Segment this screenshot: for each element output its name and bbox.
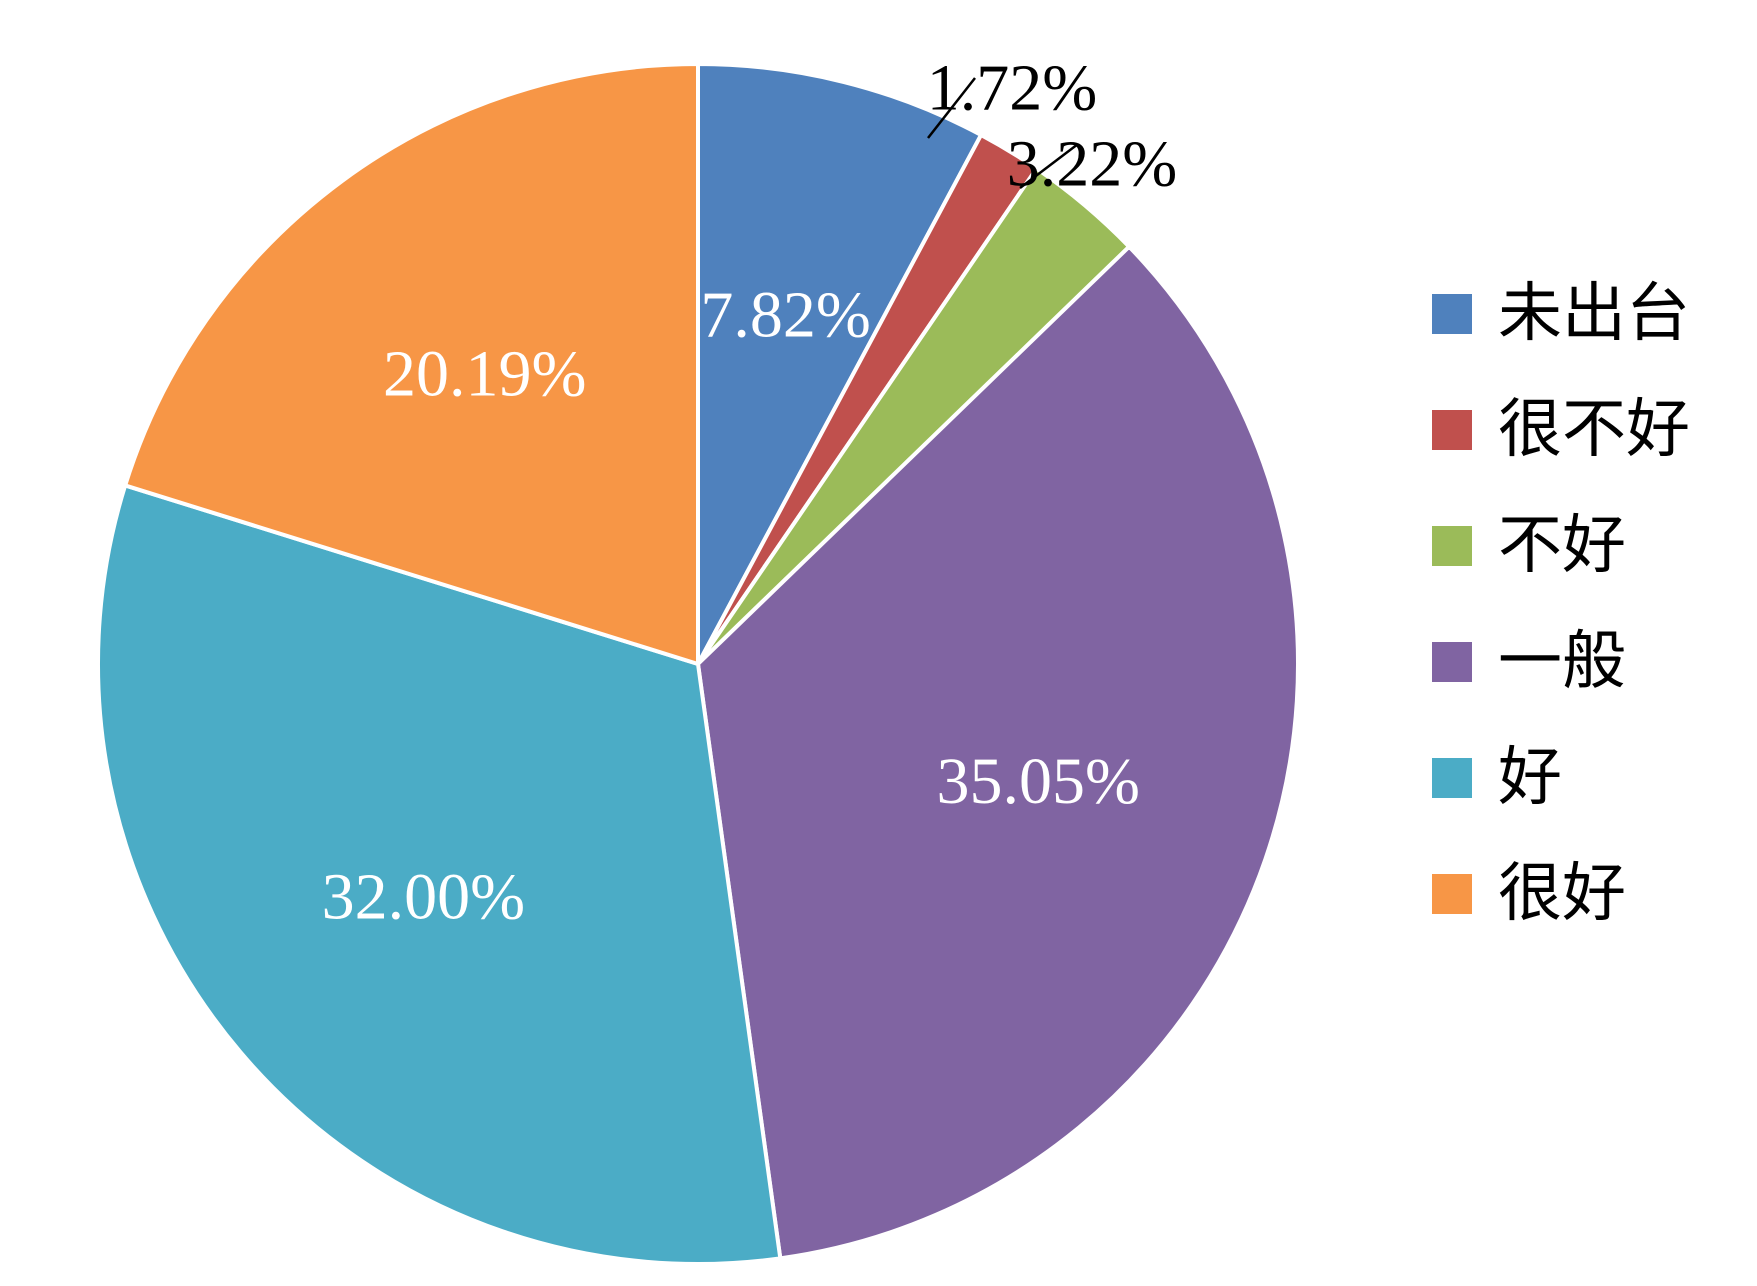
- legend-label-3: 不好: [1498, 509, 1626, 583]
- legend-label-5: 好: [1498, 741, 1562, 815]
- slice-6-value-label: 20.19%: [383, 338, 586, 411]
- slice-2-value-label: 1.72%: [927, 52, 1097, 125]
- legend-swatch-2: [1432, 410, 1472, 450]
- data-labels: 7.82% 1.72%3.22% 35.05% 32.00% 20.19%: [322, 52, 1178, 934]
- legend-item-1: 未出台: [1432, 277, 1690, 351]
- slice-5-wedge: [95, 483, 783, 1266]
- slice-1-wedge: [696, 62, 984, 666]
- legend-item-5: 好: [1432, 741, 1562, 815]
- slice-5-value-label: 32.00%: [322, 860, 525, 933]
- legend-item-2: 很不好: [1432, 393, 1690, 467]
- slice-2-leader-line: [927, 77, 976, 139]
- legend-label-4: 一般: [1498, 625, 1626, 699]
- legend-label-2: 很不好: [1498, 393, 1690, 467]
- slice-1-value-label: 7.82%: [700, 278, 870, 351]
- legend-item-4: 一般: [1432, 625, 1626, 699]
- pie-slices: [95, 62, 1300, 1266]
- slice-4-value-label: 35.05%: [937, 745, 1140, 818]
- legend-swatch-4: [1432, 642, 1472, 682]
- slice-4-wedge: [696, 244, 1300, 1261]
- legend-item-6: 很好: [1432, 857, 1626, 931]
- slice-3-leader-line: [1019, 143, 1079, 189]
- legend-item-3: 不好: [1432, 509, 1626, 583]
- legend-swatch-1: [1432, 294, 1472, 334]
- legend-swatch-6: [1432, 874, 1472, 914]
- slice-6-wedge: [123, 62, 700, 666]
- leader-lines: [927, 77, 1079, 189]
- slice-3-value-label: 3.22%: [1007, 128, 1177, 201]
- legend-swatch-3: [1432, 526, 1472, 566]
- legend-swatch-5: [1432, 758, 1472, 798]
- legend-label-1: 未出台: [1498, 277, 1690, 351]
- legend-label-6: 很好: [1498, 857, 1626, 931]
